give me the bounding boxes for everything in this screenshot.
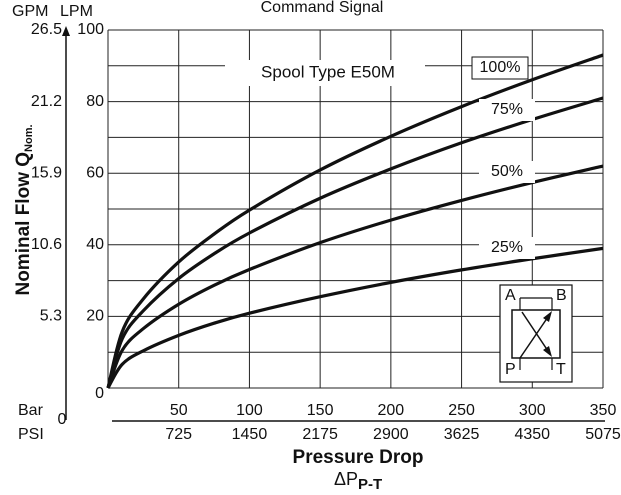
y-tick-label: 0 bbox=[95, 385, 104, 402]
flow-curve bbox=[106, 164, 604, 389]
x-tick-label: 300 bbox=[519, 402, 546, 419]
annotation-bg bbox=[225, 60, 425, 86]
x2-tick-label: 3625 bbox=[444, 426, 480, 443]
annotation: Spool Type E50M bbox=[261, 62, 395, 81]
flow-curve bbox=[106, 96, 604, 389]
flow-curve bbox=[106, 53, 604, 389]
x-tick-label: 50 bbox=[170, 402, 188, 419]
y2-tick-label: 26.5 bbox=[31, 21, 62, 38]
y-tick-label: 100 bbox=[77, 21, 104, 38]
x2-tick-label: 5075 bbox=[585, 426, 621, 443]
valve-arrow bbox=[519, 313, 551, 359]
x-unit: Bar bbox=[18, 402, 44, 419]
series-label: 100% bbox=[480, 59, 521, 76]
y-tick-label: 60 bbox=[86, 164, 104, 181]
y2-unit: GPM bbox=[12, 3, 48, 20]
y2-tick-label: 21.2 bbox=[31, 93, 62, 110]
axis-arrow bbox=[62, 26, 70, 36]
y2-tick-label: 5.3 bbox=[40, 308, 62, 325]
x2-tick-label: 4350 bbox=[514, 426, 550, 443]
chart-title: Command Signal bbox=[261, 0, 384, 16]
x2-tick-label: 2175 bbox=[302, 426, 338, 443]
valve-box bbox=[511, 309, 561, 359]
series-label-box bbox=[479, 237, 535, 259]
x2-tick-label: 2900 bbox=[373, 426, 409, 443]
labels: 0 20 40 60 80 100 5.3 10.6 15.9 21.2 26.5 50 100 150 2… bbox=[31, 21, 621, 443]
y-axis-label: Nominal Flow QNom. bbox=[13, 124, 35, 295]
x2-unit: PSI bbox=[18, 426, 44, 443]
series-label-box bbox=[479, 161, 535, 183]
curves bbox=[106, 53, 604, 389]
x-tick-label: 100 bbox=[236, 402, 263, 419]
port-label: B bbox=[556, 287, 567, 304]
x-axis-label-2: ΔPP-T bbox=[334, 469, 382, 493]
flow-curve bbox=[106, 246, 604, 389]
y2-tick-label: 10.6 bbox=[31, 236, 62, 253]
port-label: A bbox=[505, 287, 516, 304]
x-tick-label: 200 bbox=[378, 402, 405, 419]
x2-tick-label: 725 bbox=[165, 426, 192, 443]
arrow-head bbox=[543, 311, 552, 322]
x2-tick-label: 0 bbox=[58, 411, 67, 428]
port-label: P bbox=[505, 361, 516, 378]
x-axis-label: Pressure Drop bbox=[293, 447, 424, 468]
series-label: 50% bbox=[491, 163, 523, 180]
x-tick-label: 150 bbox=[307, 402, 334, 419]
series-label: 25% bbox=[491, 239, 523, 256]
arrow-head bbox=[543, 346, 552, 357]
valve-arrow bbox=[521, 311, 551, 355]
y-tick-label: 80 bbox=[86, 93, 104, 110]
y2-tick-label: 15.9 bbox=[31, 164, 62, 181]
x2-tick-label: 1450 bbox=[232, 426, 268, 443]
y-tick-label: 40 bbox=[86, 236, 104, 253]
x-tick-label: 350 bbox=[590, 402, 617, 419]
port-label: T bbox=[556, 361, 566, 378]
series-label: 75% bbox=[491, 101, 523, 118]
series-label-box bbox=[479, 99, 535, 121]
x-tick-label: 250 bbox=[448, 402, 475, 419]
valve-symbol: A B P T bbox=[499, 284, 573, 383]
y-unit: LPM bbox=[60, 3, 93, 20]
series-label-box bbox=[471, 56, 529, 80]
y-tick-label: 20 bbox=[86, 308, 104, 325]
